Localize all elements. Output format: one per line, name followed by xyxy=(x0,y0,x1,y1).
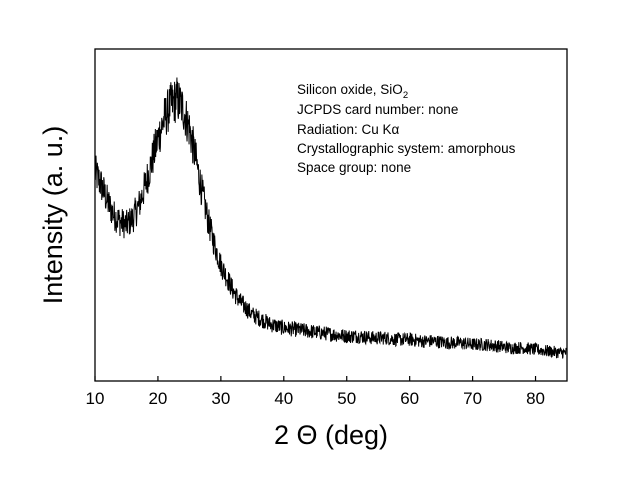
annotation-line-3: Crystallographic system: amorphous xyxy=(297,141,516,156)
x-tick-label-1: 20 xyxy=(148,389,167,408)
annotation-line-1: JCPDS card number: none xyxy=(297,102,458,117)
x-tick-label-0: 10 xyxy=(86,389,105,408)
x-tick-label-4: 50 xyxy=(337,389,356,408)
x-ticks: 10 20 30 40 50 60 70 80 xyxy=(86,376,545,408)
annotation-block: Silicon oxide, SiO2 JCPDS card number: n… xyxy=(297,82,516,175)
x-tick-label-2: 30 xyxy=(211,389,230,408)
x-tick-label-3: 40 xyxy=(274,389,293,408)
annotation-line-0: Silicon oxide, SiO2 xyxy=(297,82,408,101)
x-axis-title: 2 Θ (deg) xyxy=(274,420,388,450)
x-tick-label-7: 80 xyxy=(526,389,545,408)
plot-frame xyxy=(94,48,568,382)
annotation-line-4: Space group: none xyxy=(297,160,411,175)
series-line-0 xyxy=(94,77,568,359)
x-tick-label-6: 70 xyxy=(463,389,482,408)
annotation-line-2: Radiation: Cu Kα xyxy=(297,122,400,137)
y-axis-title: Intensity (a. u.) xyxy=(38,126,68,305)
x-tick-label-5: 60 xyxy=(400,389,419,408)
